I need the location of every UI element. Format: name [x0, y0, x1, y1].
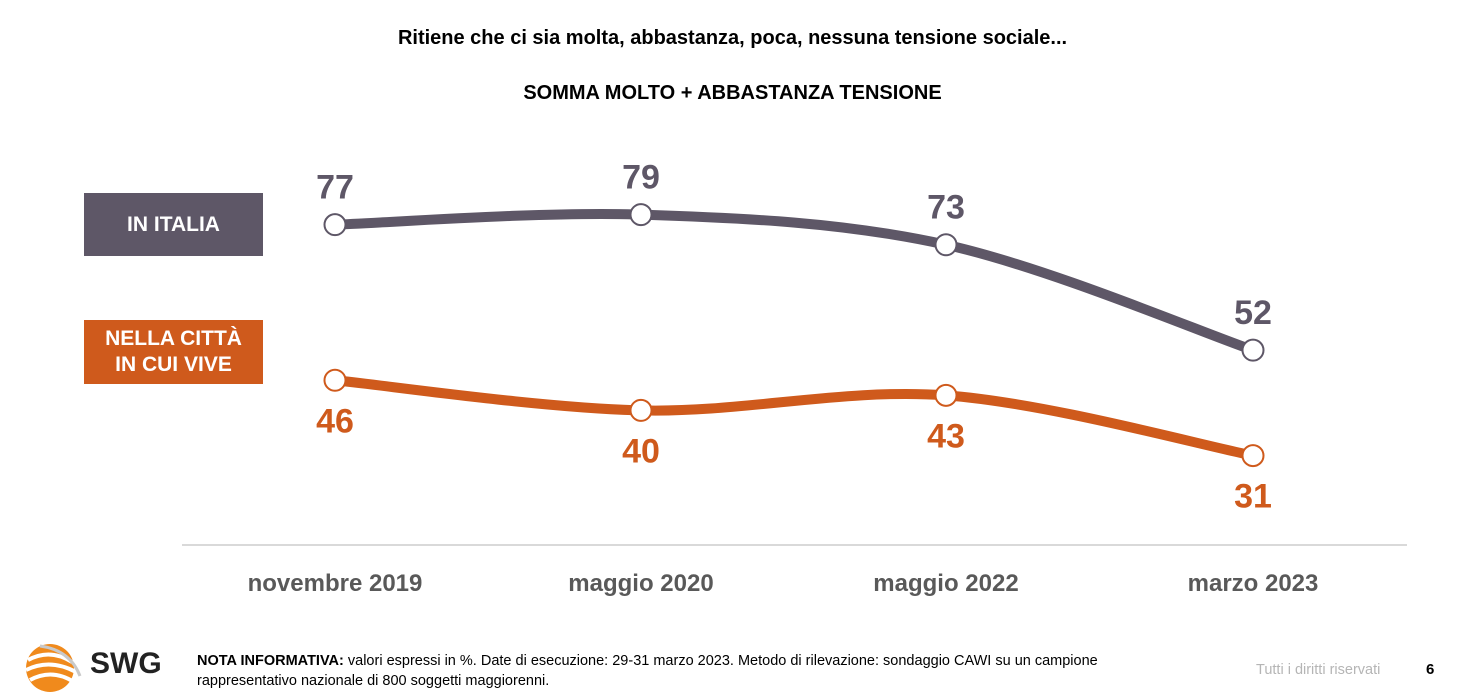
legend-italia-label: IN ITALIA [127, 212, 220, 236]
legend-citta-label-line2: IN CUI VIVE [115, 353, 232, 376]
data-point [934, 383, 958, 407]
data-point [629, 203, 653, 227]
series-line-italia [330, 209, 1258, 356]
swg-logo-icon [25, 644, 82, 692]
page-number: 6 [1426, 661, 1435, 678]
data-label: 46 [316, 402, 354, 440]
footer-note: NOTA INFORMATIVA: valori espressi in %. … [197, 651, 1147, 691]
data-point [934, 233, 958, 257]
data-label: 40 [622, 432, 660, 470]
data-point [323, 368, 347, 392]
data-point [1241, 338, 1265, 362]
data-label: 31 [1234, 478, 1272, 516]
legend-citta: NELLA CITTÀ IN CUI VIVE [84, 320, 263, 384]
series-line-citta [330, 375, 1258, 461]
data-label: 79 [622, 159, 660, 197]
swg-logo-text: SWG [90, 647, 162, 680]
data-point [1241, 444, 1265, 468]
data-point [629, 398, 653, 422]
footer-note-label: NOTA INFORMATIVA: [197, 653, 344, 669]
data-label: 77 [316, 169, 354, 207]
x-tick-label: novembre 2019 [248, 570, 423, 597]
x-tick-label: maggio 2020 [568, 570, 713, 597]
x-tick-label: marzo 2023 [1188, 570, 1319, 597]
chart-question: Ritiene che ci sia molta, abbastanza, po… [397, 27, 1068, 49]
data-label: 43 [927, 417, 965, 455]
data-label: 52 [1234, 294, 1272, 332]
legend-italia: IN ITALIA [84, 193, 263, 256]
line-chart: novembre 2019 maggio 2020 maggio 2022 marzo… [182, 159, 1407, 597]
footer-note-text: valori espressi in %. Date di esecuzione… [197, 653, 1098, 689]
x-tick-label: maggio 2022 [873, 570, 1018, 597]
legend-citta-label-line1: NELLA CITTÀ [105, 327, 242, 350]
rights-text: Tutti i diritti riservati [1256, 662, 1381, 678]
chart-subtitle: SOMMA MOLTO + ABBASTANZA TENSIONE [523, 82, 942, 104]
data-label: 73 [927, 189, 965, 227]
data-point [323, 213, 347, 237]
